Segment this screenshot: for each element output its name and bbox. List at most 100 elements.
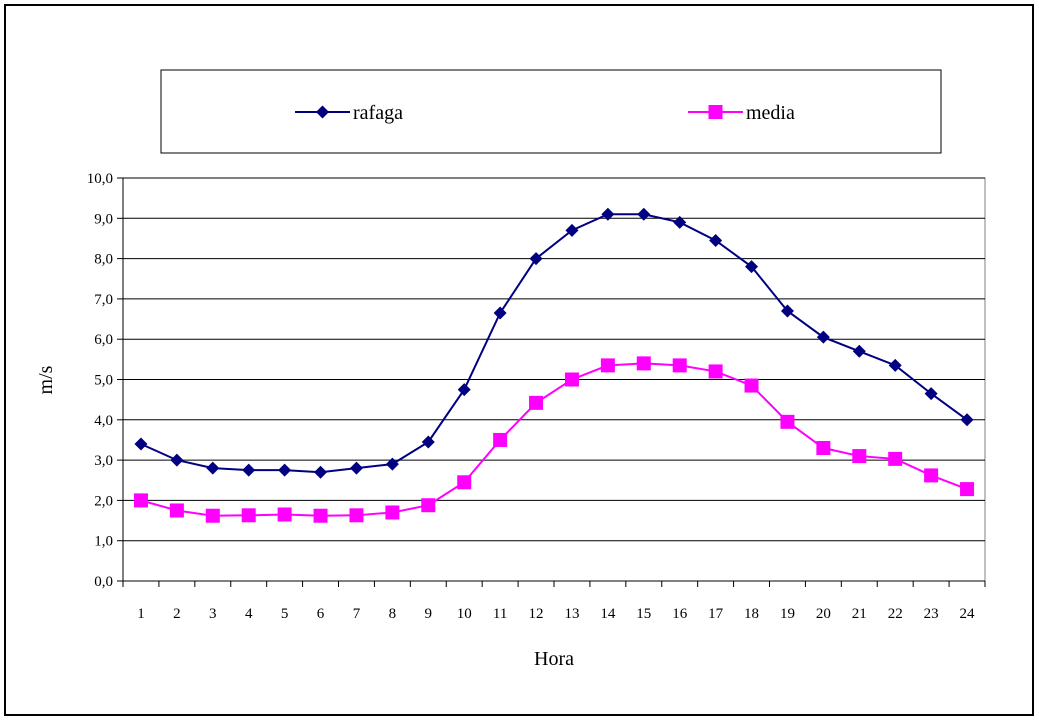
data-point [241, 508, 256, 523]
data-point [242, 463, 256, 477]
x-tick-label: 19 [780, 606, 795, 622]
x-axis-ticks: 1 2 3 4 5 6 7 8 9 10 11 12 13 14 15 16 17 18 19 20 21 22 23 24 [122, 581, 986, 622]
y-tick-label: 9,0 [94, 211, 113, 227]
data-point [816, 441, 831, 456]
x-tick-label: 4 [245, 606, 253, 622]
legend-label: media [746, 102, 795, 124]
data-point [421, 435, 435, 449]
data-point [278, 463, 292, 477]
data-point [277, 507, 292, 522]
data-point [924, 387, 938, 401]
x-tick-label: 16 [672, 606, 688, 622]
x-tick-label: 13 [564, 606, 579, 622]
data-point [672, 358, 687, 373]
data-point [529, 252, 543, 266]
legend-marker [316, 105, 329, 119]
x-tick-label: 3 [209, 606, 217, 622]
data-point [206, 461, 220, 475]
data-point [636, 356, 651, 371]
data-point [600, 358, 615, 373]
x-tick-label: 1 [137, 606, 145, 622]
y-tick-label: 0,0 [94, 574, 113, 590]
data-point [888, 358, 902, 372]
data-point [349, 461, 363, 475]
y-axis-ticks: 0,0 1,0 2,0 3,0 4,0 5,0 6,0 7,0 8,0 9,0 10,0 [87, 171, 123, 590]
x-axis-title: Hora [534, 648, 574, 670]
y-tick-label: 4,0 [94, 413, 113, 429]
x-tick-label: 14 [600, 606, 616, 622]
data-point [637, 207, 651, 221]
legend-marker [708, 105, 723, 119]
data-point [314, 465, 328, 479]
data-point [385, 505, 400, 520]
data-point [924, 468, 939, 483]
x-tick-label: 8 [389, 606, 397, 622]
legend-item-rafaga: rafaga [295, 102, 403, 124]
data-point [888, 451, 903, 466]
y-tick-label: 2,0 [94, 493, 113, 509]
data-point [349, 508, 364, 523]
y-tick-label: 1,0 [94, 534, 113, 550]
y-tick-label: 5,0 [94, 373, 113, 389]
data-point [170, 453, 184, 467]
data-point [457, 475, 472, 490]
y-tick-label: 3,0 [94, 453, 113, 469]
y-axis-title: m/s [35, 365, 57, 394]
data-point [565, 223, 579, 237]
x-tick-label: 12 [529, 606, 544, 622]
data-point [313, 508, 328, 523]
x-tick-label: 24 [960, 606, 976, 622]
y-tick-label: 10,0 [87, 171, 113, 187]
x-tick-label: 6 [317, 606, 325, 622]
data-point [457, 383, 471, 397]
x-tick-label: 2 [173, 606, 181, 622]
data-point [205, 508, 220, 523]
data-point [780, 414, 795, 429]
x-tick-label: 22 [888, 606, 903, 622]
y-tick-label: 6,0 [94, 332, 113, 348]
data-point [708, 364, 723, 379]
data-point [601, 207, 615, 221]
data-point [673, 215, 687, 229]
y-tick-label: 7,0 [94, 292, 113, 308]
data-point [493, 432, 508, 447]
data-point [852, 344, 866, 358]
x-tick-label: 20 [816, 606, 831, 622]
x-tick-label: 9 [425, 606, 433, 622]
x-tick-label: 17 [708, 606, 724, 622]
x-tick-label: 15 [636, 606, 651, 622]
series-rafaga [134, 207, 974, 479]
data-point [852, 449, 867, 464]
x-tick-label: 18 [744, 606, 759, 622]
series-media [133, 356, 975, 523]
x-tick-label: 23 [924, 606, 939, 622]
x-tick-label: 11 [493, 606, 507, 622]
data-point [816, 330, 830, 344]
data-point [169, 503, 184, 518]
data-point [385, 457, 399, 471]
legend-box [160, 69, 942, 154]
y-tick-label: 8,0 [94, 252, 113, 268]
data-point [529, 395, 544, 410]
x-tick-label: 5 [281, 606, 289, 622]
data-point [134, 437, 148, 451]
data-point [960, 413, 974, 427]
legend: rafaga media [295, 102, 795, 124]
series-layer [133, 207, 975, 523]
data-point [709, 233, 723, 247]
gridlines [123, 177, 985, 542]
data-point [780, 304, 794, 318]
data-point [133, 493, 148, 508]
legend-label: rafaga [353, 102, 403, 124]
data-point [745, 260, 759, 274]
x-tick-label: 10 [457, 606, 472, 622]
data-point [564, 372, 579, 387]
x-tick-label: 7 [353, 606, 361, 622]
legend-item-media: media [688, 102, 795, 124]
data-point [493, 306, 507, 320]
data-point [960, 482, 975, 497]
data-point [421, 498, 436, 513]
data-point [744, 378, 759, 393]
x-tick-label: 21 [852, 606, 867, 622]
